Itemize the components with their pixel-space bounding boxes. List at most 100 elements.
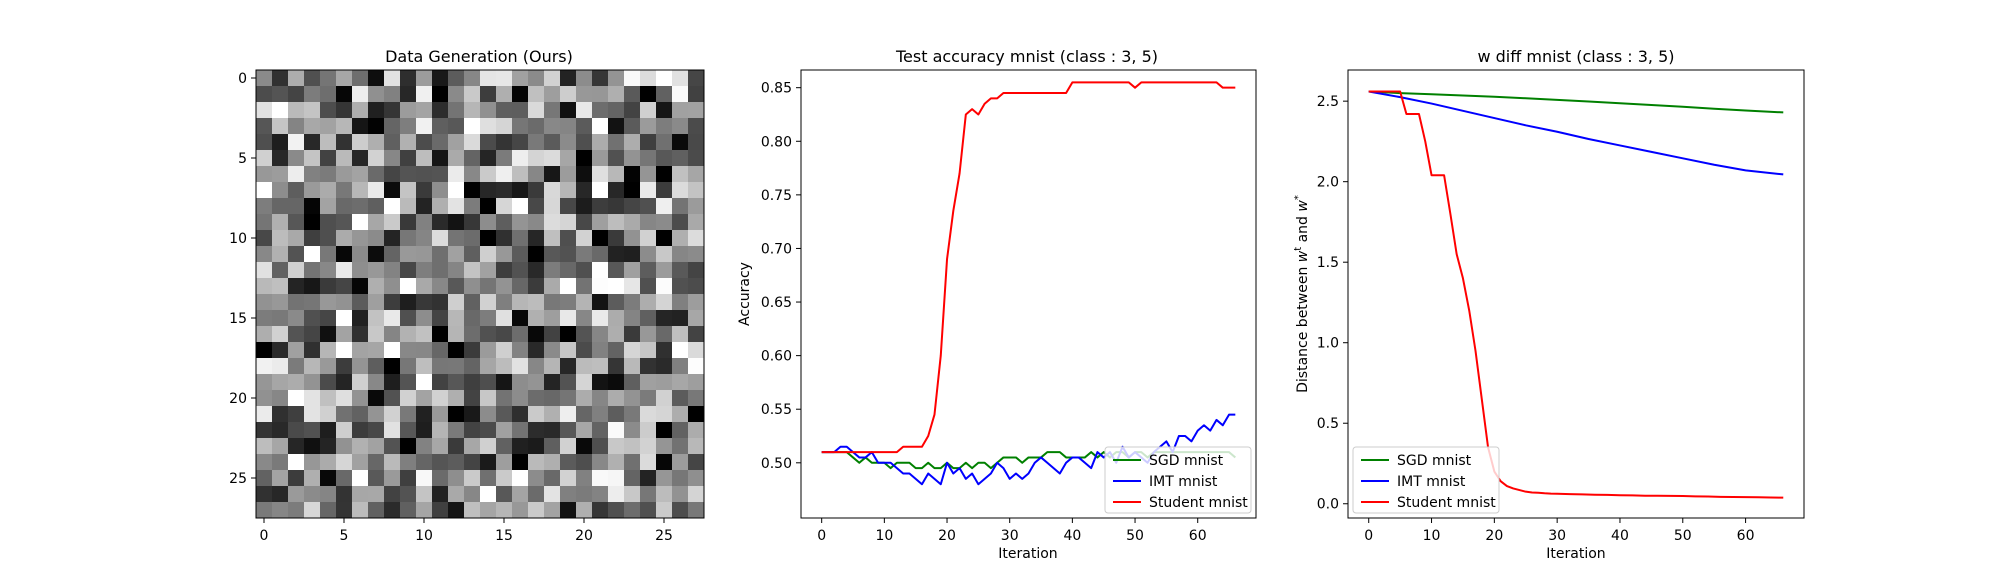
heatmap-cell bbox=[608, 70, 625, 87]
heatmap-cell bbox=[592, 246, 609, 263]
heatmap-cell bbox=[448, 230, 465, 247]
heatmap-cell bbox=[512, 406, 529, 423]
x-tick-label: 0 bbox=[817, 528, 826, 544]
heatmap-cell bbox=[336, 70, 353, 87]
heatmap-cell bbox=[464, 182, 481, 199]
heatmap-cell bbox=[256, 358, 273, 375]
heatmap-cell bbox=[688, 326, 705, 343]
heatmap-cell bbox=[544, 390, 561, 407]
heatmap-cell bbox=[624, 454, 641, 471]
heatmap-cell bbox=[464, 166, 481, 183]
heatmap-cell bbox=[400, 438, 417, 455]
heatmap-cell bbox=[416, 310, 433, 327]
heatmap-cell bbox=[496, 278, 513, 295]
panel2-title: Test accuracy mnist (class : 3, 5) bbox=[895, 47, 1158, 66]
heatmap-cell bbox=[608, 390, 625, 407]
heatmap-cell bbox=[352, 438, 369, 455]
heatmap-cell bbox=[448, 134, 465, 151]
heatmap-cell bbox=[688, 134, 705, 151]
heatmap-cell bbox=[512, 230, 529, 247]
heatmap-cell bbox=[512, 134, 529, 151]
heatmap-cell bbox=[432, 438, 449, 455]
heatmap-cell bbox=[448, 278, 465, 295]
heatmap-cell bbox=[528, 278, 545, 295]
heatmap-cell bbox=[560, 486, 577, 503]
heatmap-cell bbox=[384, 294, 401, 311]
heatmap-cell bbox=[496, 70, 513, 87]
heatmap-cell bbox=[656, 486, 673, 503]
heatmap-cell bbox=[608, 278, 625, 295]
heatmap-cell bbox=[560, 246, 577, 263]
heatmap-cell bbox=[368, 454, 385, 471]
heatmap-cell bbox=[608, 374, 625, 391]
heatmap-cell bbox=[560, 262, 577, 279]
panel3-x-ticks: 0 10 20 30 40 50 60 bbox=[1364, 518, 1755, 544]
heatmap-cell bbox=[688, 230, 705, 247]
heatmap-cell bbox=[256, 118, 273, 135]
panel2-xlabel: Iteration bbox=[998, 546, 1057, 562]
heatmap-cell bbox=[496, 134, 513, 151]
heatmap-cell bbox=[688, 502, 705, 519]
heatmap-cell bbox=[480, 374, 497, 391]
heatmap-cell bbox=[528, 374, 545, 391]
heatmap-cell bbox=[304, 86, 321, 103]
heatmap-cell bbox=[656, 470, 673, 487]
heatmap-cell bbox=[528, 422, 545, 439]
heatmap-cell bbox=[384, 374, 401, 391]
heatmap-cell bbox=[560, 182, 577, 199]
heatmap-cell bbox=[464, 438, 481, 455]
heatmap-cell bbox=[416, 150, 433, 167]
heatmap-cell bbox=[496, 182, 513, 199]
heatmap-cell bbox=[352, 390, 369, 407]
heatmap-cell bbox=[336, 358, 353, 375]
heatmap-cell bbox=[592, 422, 609, 439]
heatmap-cell bbox=[304, 102, 321, 119]
heatmap-cell bbox=[304, 278, 321, 295]
heatmap-cell bbox=[624, 342, 641, 359]
heatmap-cell bbox=[480, 134, 497, 151]
heatmap-cell bbox=[272, 470, 289, 487]
heatmap-cell bbox=[432, 278, 449, 295]
heatmap-cell bbox=[640, 70, 657, 87]
heatmap-cell bbox=[432, 214, 449, 231]
heatmap-cell bbox=[688, 422, 705, 439]
heatmap-cell bbox=[320, 358, 337, 375]
heatmap-cell bbox=[560, 198, 577, 215]
heatmap-cell bbox=[416, 374, 433, 391]
heatmap-cell bbox=[544, 182, 561, 199]
heatmap-cell bbox=[512, 470, 529, 487]
y-tick-label: 0.60 bbox=[761, 349, 792, 365]
panel1-x-ticks: 0 5 10 15 20 25 bbox=[260, 518, 673, 544]
heatmap-cell bbox=[544, 294, 561, 311]
heatmap-cell bbox=[320, 294, 337, 311]
heatmap-cell bbox=[624, 390, 641, 407]
heatmap-cell bbox=[560, 214, 577, 231]
heatmap-cell bbox=[432, 70, 449, 87]
x-tick-label: 40 bbox=[1063, 528, 1081, 544]
heatmap-cell bbox=[368, 150, 385, 167]
heatmap-cell bbox=[400, 278, 417, 295]
x-tick-label: 50 bbox=[1674, 528, 1692, 544]
heatmap-cell bbox=[560, 102, 577, 119]
heatmap-cell bbox=[256, 102, 273, 119]
legend-box bbox=[1104, 446, 1252, 514]
heatmap-cell bbox=[560, 310, 577, 327]
heatmap-cell bbox=[464, 454, 481, 471]
heatmap-cell bbox=[384, 246, 401, 263]
heatmap-cell bbox=[640, 374, 657, 391]
heatmap-cell bbox=[544, 134, 561, 151]
heatmap-cell bbox=[432, 406, 449, 423]
heatmap-cell bbox=[336, 166, 353, 183]
heatmap-cell bbox=[336, 502, 353, 519]
heatmap-cell bbox=[368, 166, 385, 183]
heatmap-cell bbox=[480, 470, 497, 487]
panel1-title: Data Generation (Ours) bbox=[385, 47, 573, 66]
heatmap-cell bbox=[688, 390, 705, 407]
heatmap-cell bbox=[512, 214, 529, 231]
series-line-sgd-mnist bbox=[1368, 90, 1784, 114]
panel1-frame bbox=[255, 69, 705, 519]
heatmap-cell bbox=[352, 502, 369, 519]
heatmap-cell bbox=[560, 454, 577, 471]
heatmap-cell bbox=[400, 358, 417, 375]
heatmap-cell bbox=[672, 262, 689, 279]
